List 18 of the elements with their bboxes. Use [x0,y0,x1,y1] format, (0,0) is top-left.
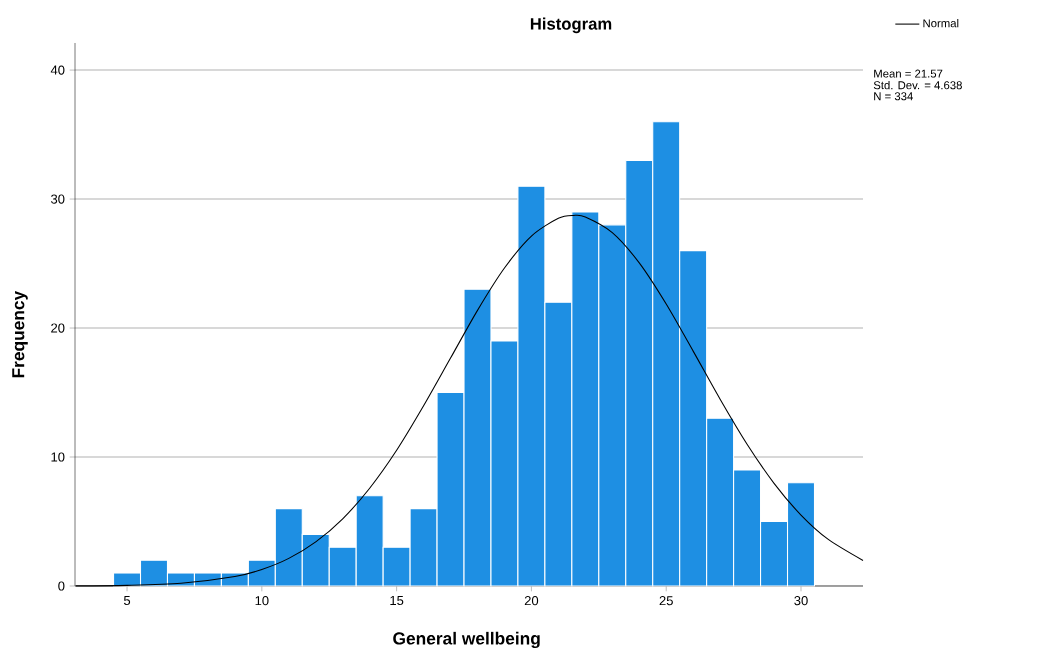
x-tick-label: 30 [794,596,808,606]
x-tick-label: 20 [524,596,539,606]
y-tick-label: 10 [51,452,65,462]
y-axis-title: Frequency [12,290,28,378]
text: Mean = 21.57 [874,69,943,78]
x-tick-label: 10 [255,596,269,606]
x-tick-label: 15 [390,596,404,606]
y-tick-label: 40 [50,65,65,75]
x-tick-label: 25 [659,596,673,606]
legend-label: Normal [923,18,959,28]
y-tick-label: 20 [51,323,65,333]
y-tick-label: 30 [51,194,65,204]
text: Std. Dev. = 4.638 [873,80,962,90]
y-tick-label: 0 [58,581,65,591]
chart-title: Histogram [530,17,612,34]
text: N = 334 [874,92,913,101]
x-axis-title: General wellbeing [393,631,540,649]
x-tick-label: 5 [123,596,131,606]
